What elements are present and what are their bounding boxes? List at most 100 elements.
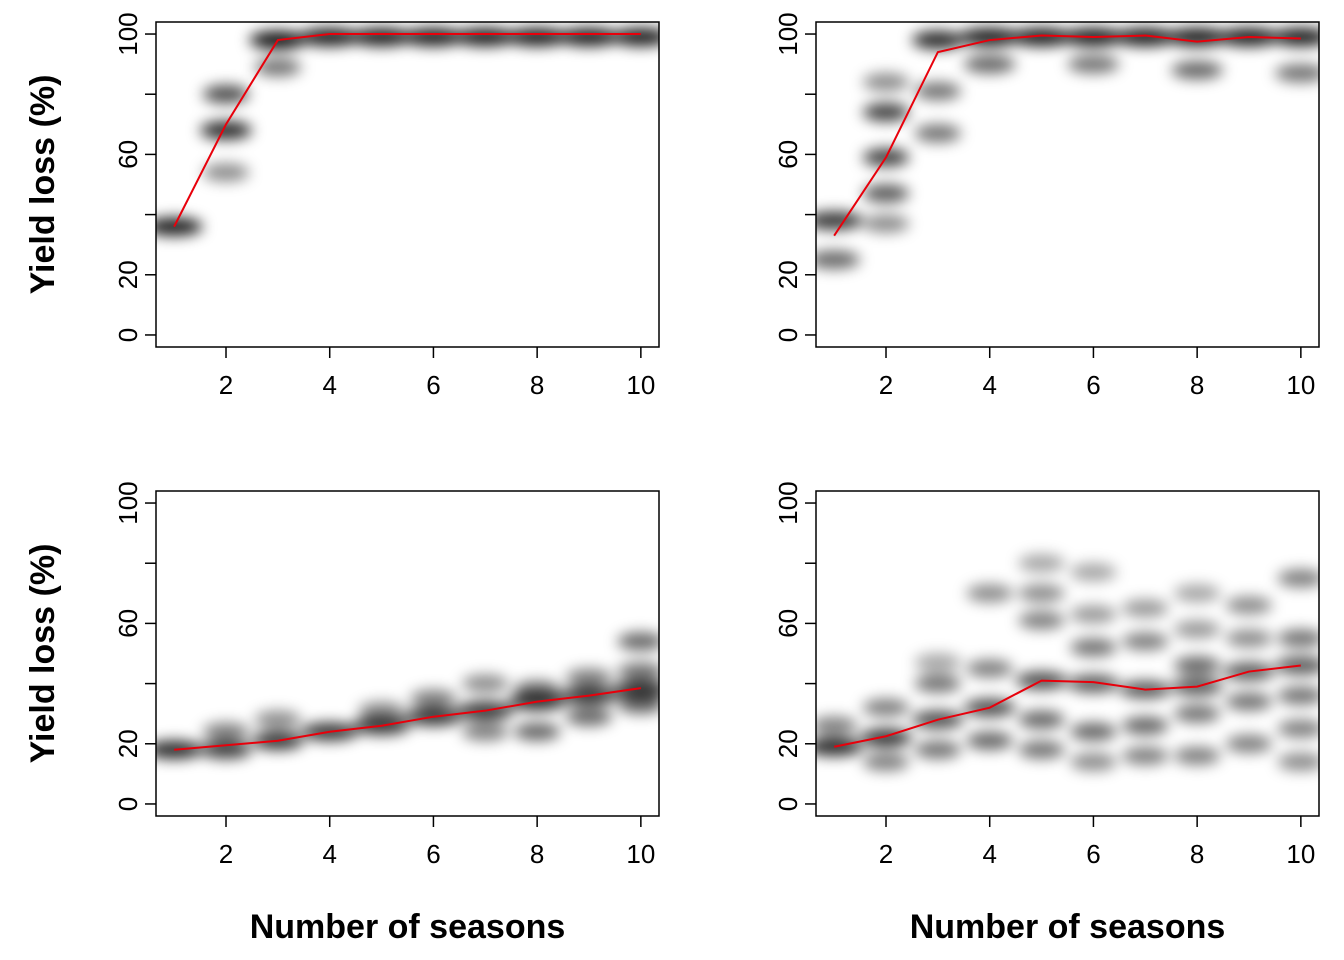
- density-blob: [862, 103, 910, 122]
- y-tick-label: 0: [113, 797, 143, 811]
- density-blob: [1277, 719, 1319, 738]
- density-blob: [1070, 752, 1117, 771]
- density-blob: [1067, 55, 1120, 74]
- density-blob: [966, 584, 1014, 603]
- density-blob: [1225, 692, 1273, 711]
- density-blob: [1070, 638, 1117, 657]
- x-axis-title: Number of seasons: [910, 908, 1226, 946]
- x-tick-label: 10: [1286, 839, 1315, 869]
- density-blob: [1277, 752, 1319, 771]
- density-blob: [156, 217, 203, 236]
- density-blob: [1173, 656, 1221, 675]
- density-blob: [617, 662, 659, 681]
- y-tick-label: 100: [773, 12, 803, 55]
- density-blob: [350, 28, 413, 47]
- density-blob: [966, 731, 1014, 750]
- density-blob: [1018, 554, 1065, 573]
- density-blob: [1225, 734, 1273, 753]
- x-tick-label: 2: [879, 370, 893, 400]
- density-blob: [1018, 710, 1065, 729]
- x-tick-label: 6: [426, 370, 440, 400]
- y-tick-label: 20: [773, 729, 803, 758]
- density-blob: [1121, 599, 1169, 618]
- density-blob: [410, 689, 457, 708]
- density-blob: [914, 674, 962, 693]
- density-blob: [816, 211, 863, 230]
- density-blob: [862, 184, 910, 203]
- density-top-right: [816, 28, 1319, 269]
- y-tick-label: 60: [113, 140, 143, 169]
- y-axis-title: Yield loss (%): [24, 75, 62, 295]
- density-blob: [254, 710, 302, 729]
- mean-line-top-right: [833, 34, 1301, 237]
- x-tick-label: 4: [982, 839, 996, 869]
- density-blob: [506, 28, 569, 47]
- x-tick-label: 6: [426, 839, 440, 869]
- density-blob: [1121, 716, 1169, 735]
- x-tick-label: 10: [626, 839, 655, 869]
- y-tick-label: 0: [113, 328, 143, 342]
- density-blob: [958, 28, 1021, 47]
- x-tick-label: 6: [1086, 370, 1100, 400]
- density-blob: [1173, 584, 1221, 603]
- y-tick-label: 60: [113, 609, 143, 638]
- density-blob: [513, 680, 561, 699]
- density-blob: [1166, 28, 1229, 47]
- plot-frame: [155, 21, 660, 348]
- density-blob: [298, 28, 361, 47]
- density-blob: [454, 28, 517, 47]
- density-blob: [513, 722, 561, 741]
- density-blob: [1225, 629, 1273, 648]
- density-blob: [966, 659, 1014, 678]
- density-blob: [202, 163, 250, 182]
- density-blob: [461, 674, 509, 693]
- density-blob: [1272, 28, 1319, 47]
- density-blob: [200, 740, 252, 759]
- density-blob: [254, 58, 302, 77]
- x-tick-label: 10: [626, 370, 655, 400]
- density-blob: [557, 28, 621, 47]
- density-blob: [1173, 746, 1221, 765]
- density-blob: [914, 740, 962, 759]
- density-blob: [862, 73, 910, 92]
- density-blob: [565, 668, 613, 687]
- density-blob: [1067, 674, 1120, 693]
- density-blob: [1070, 605, 1117, 624]
- mean-line-bottom-right: [833, 664, 1301, 748]
- density-blob: [1173, 704, 1221, 723]
- density-blob: [1274, 64, 1319, 83]
- x-tick-label: 6: [1086, 839, 1100, 869]
- x-tick-label: 2: [219, 839, 233, 869]
- y-tick-label: 20: [113, 729, 143, 758]
- density-blob: [1173, 620, 1221, 639]
- plot-frame: [155, 490, 660, 817]
- density-blob: [1114, 28, 1177, 47]
- x-tick-label: 2: [879, 839, 893, 869]
- y-tick-label: 60: [773, 140, 803, 169]
- density-blob: [1277, 629, 1319, 648]
- density-blob: [1121, 632, 1169, 651]
- x-tick-label: 8: [530, 370, 544, 400]
- density-blob: [202, 85, 250, 104]
- x-tick-label: 8: [1190, 839, 1204, 869]
- density-blob: [914, 124, 962, 143]
- density-blob: [1070, 563, 1117, 582]
- density-blob: [617, 695, 659, 714]
- y-tick-label: 20: [773, 260, 803, 289]
- y-tick-label: 0: [773, 797, 803, 811]
- y-axis-title: Yield loss (%): [24, 544, 62, 764]
- x-axis-title: Number of seasons: [250, 908, 566, 946]
- y-tick-label: 20: [113, 260, 143, 289]
- density-blob: [1018, 584, 1065, 603]
- x-tick-label: 4: [322, 370, 336, 400]
- x-tick-label: 4: [322, 839, 336, 869]
- density-blob: [862, 214, 910, 233]
- density-bottom-right: [816, 554, 1319, 771]
- density-blob: [358, 701, 405, 720]
- density-blob: [914, 82, 962, 101]
- mean-line-bottom-left: [174, 687, 641, 751]
